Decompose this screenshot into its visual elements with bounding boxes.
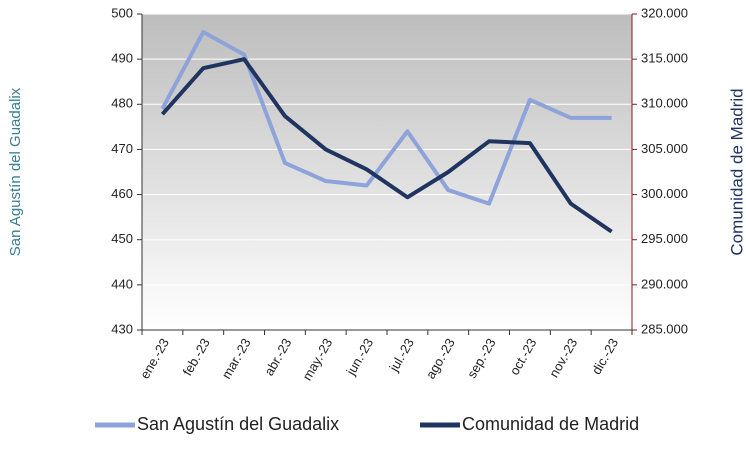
x-tick-label: dic.-23 [589,336,622,377]
y2-tick-label: 305.000 [641,141,688,156]
x-tick-label: may.-23 [299,336,335,383]
x-tick-label: jul.-23 [386,336,417,375]
y-tick-label: 460 [111,186,133,201]
y2-tick-label: 290.000 [641,276,688,291]
series-line [160,30,612,206]
legend-label: Comunidad de Madrid [462,414,639,434]
x-tick-label: ago.-23 [423,336,458,382]
x-tick-label: abr.-23 [261,336,294,379]
y2-tick-label: 315.000 [641,51,688,66]
series-line [160,57,613,234]
x-tick-label: sep.-23 [464,336,499,381]
x-tick-label: nov.-23 [546,336,580,380]
x-tick-label: jun.-23 [343,336,376,379]
y2-axis-label: Comunidad de Madrid [727,88,746,255]
y-tick-label: 500 [111,5,133,20]
y-tick-label: 470 [111,141,133,156]
y-tick-label: 430 [111,321,133,336]
y2-tick-label: 300.000 [641,186,688,201]
y2-tick-label: 310.000 [641,96,688,111]
x-tick-label: ene.-23 [137,336,172,382]
y2-tick-label: 285.000 [641,321,688,336]
y-tick-label: 480 [111,96,133,111]
y-tick-label: 440 [111,276,133,291]
legend-label: San Agustín del Guadalix [137,414,339,434]
y2-tick-label: 320.000 [641,5,688,20]
y2-tick-label: 295.000 [641,231,688,246]
y-tick-label: 490 [111,51,133,66]
x-tick-label: feb.-23 [180,336,213,379]
y-tick-label: 450 [111,231,133,246]
x-tick-label: mar.-23 [219,336,254,382]
x-tick-label: oct.-23 [507,336,540,378]
y-axis-label: San Agustín del Guadalix [7,87,24,256]
plot-area [142,14,632,330]
